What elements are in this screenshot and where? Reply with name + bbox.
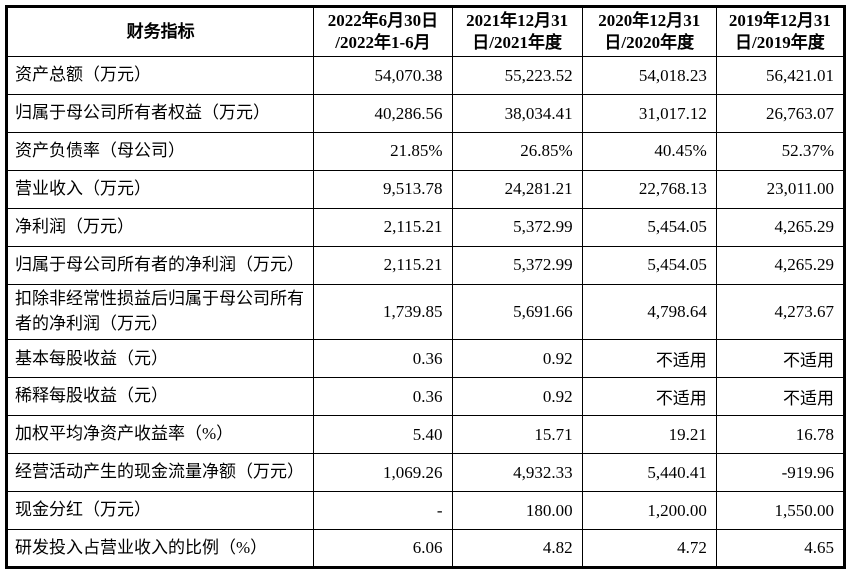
value-cell: 5,372.99 xyxy=(451,207,583,247)
table-row: 归属于母公司所有者的净利润（万元） 2,115.21 5,372.99 5,454.0… xyxy=(5,245,846,285)
value-cell: 19.21 xyxy=(581,415,717,455)
header-period-line: 2022年6月30日 xyxy=(327,11,439,30)
indicator-cell: 基本每股收益（元） xyxy=(5,339,315,379)
value-cell: 26.85% xyxy=(451,132,583,171)
value-cell: 4,798.64 xyxy=(581,283,717,341)
value-cell: 5,372.99 xyxy=(451,245,583,285)
value-cell: 6.06 xyxy=(313,528,453,569)
value-cell: 1,550.00 xyxy=(715,491,846,530)
value-cell: 0.92 xyxy=(451,339,583,379)
indicator-cell: 加权平均净资产收益率（%） xyxy=(5,415,315,455)
header-period-line: 2019年12月31 xyxy=(728,11,831,30)
value-cell: 4,932.33 xyxy=(451,453,583,493)
indicator-cell: 研发投入占营业收入的比例（%） xyxy=(5,528,315,569)
indicator-cell: 归属于母公司所有者的净利润（万元） xyxy=(5,245,315,285)
value-cell: 55,223.52 xyxy=(451,56,583,96)
table-row: 经营活动产生的现金流量净额（万元） 1,069.26 4,932.33 5,440.4… xyxy=(5,453,846,493)
indicator-cell: 经营活动产生的现金流量净额（万元） xyxy=(5,453,315,493)
indicator-cell: 归属于母公司所有者权益（万元） xyxy=(5,94,315,134)
header-row: 财务指标 2022年6月30日/2022年1-6月 2021年12月31 日/20… xyxy=(5,5,846,58)
value-cell: 16.78 xyxy=(715,415,846,455)
value-cell: 26,763.07 xyxy=(715,94,846,134)
value-cell: 不适用 xyxy=(581,377,717,417)
value-cell: 23,011.00 xyxy=(715,169,846,209)
header-period-line: 日/2020年度 xyxy=(604,33,695,53)
value-cell: 0.36 xyxy=(313,377,453,417)
header-period-line: /2022年1-6月 xyxy=(335,33,431,53)
value-cell: 56,421.01 xyxy=(715,56,846,96)
indicator-cell: 稀释每股收益（元） xyxy=(5,377,315,417)
header-period-line: 日/2021年度 xyxy=(472,33,562,53)
value-cell: 5,691.66 xyxy=(451,283,583,341)
value-cell: 5,454.05 xyxy=(581,245,717,285)
value-cell: 4,265.29 xyxy=(715,245,846,285)
header-period-line: 日/2019年度 xyxy=(735,33,825,53)
header-period-2019: 2019年12月31 日/2019年度 xyxy=(715,5,846,58)
table-row: 现金分红（万元） -180.00 1,200.00 1,550.00 xyxy=(5,491,846,530)
table-row: 稀释每股收益（元） 0.36 0.92 不适用 不适用 xyxy=(5,377,846,417)
value-cell: 5,454.05 xyxy=(581,207,717,247)
value-cell: 不适用 xyxy=(581,339,717,379)
value-cell: 不适用 xyxy=(715,339,846,379)
table-row: 资产负债率（母公司） 21.85% 26.85% 40.45% 52.37% xyxy=(5,132,846,171)
value-cell: 40,286.56 xyxy=(313,94,453,134)
value-cell: 22,768.13 xyxy=(581,169,717,209)
table-row: 营业收入（万元） 9,513.78 24,281.21 22,768.13 23,011… xyxy=(5,169,846,209)
value-cell: 38,034.41 xyxy=(451,94,583,134)
indicator-cell: 营业收入（万元） xyxy=(5,169,315,209)
indicator-cell: 净利润（万元） xyxy=(5,207,315,247)
value-cell: - xyxy=(313,491,453,530)
header-indicator: 财务指标 xyxy=(5,5,315,58)
table-row: 归属于母公司所有者权益（万元） 40,286.56 38,034.41 31,017.… xyxy=(5,94,846,134)
table-row: 研发投入占营业收入的比例（%） 6.06 4.82 4.72 4.65 xyxy=(5,528,846,569)
value-cell: 4,273.67 xyxy=(715,283,846,341)
value-cell: 15.71 xyxy=(451,415,583,455)
value-cell: 2,115.21 xyxy=(313,207,453,247)
header-period-2020: 2020年12月31 日/2020年度 xyxy=(581,5,717,58)
indicator-cell: 资产负债率（母公司） xyxy=(5,132,315,171)
value-cell: 0.36 xyxy=(313,339,453,379)
value-cell: -919.96 xyxy=(715,453,846,493)
value-cell: 54,018.23 xyxy=(581,56,717,96)
value-cell: 54,070.38 xyxy=(313,56,453,96)
value-cell: 5,440.41 xyxy=(581,453,717,493)
indicator-cell: 现金分红（万元） xyxy=(5,491,315,530)
value-cell: 9,513.78 xyxy=(313,169,453,209)
value-cell: 1,069.26 xyxy=(313,453,453,493)
table-row: 基本每股收益（元） 0.36 0.92 不适用 不适用 xyxy=(5,339,846,379)
value-cell: 1,200.00 xyxy=(581,491,717,530)
value-cell: 4.72 xyxy=(581,528,717,569)
table-row: 资产总额（万元） 54,070.38 55,223.52 54,018.23 56,42… xyxy=(5,56,846,96)
header-period-line: 2020年12月31 xyxy=(598,11,701,30)
value-cell: 4.82 xyxy=(451,528,583,569)
indicator-cell: 资产总额（万元） xyxy=(5,56,315,96)
value-cell: 21.85% xyxy=(313,132,453,171)
value-cell: 40.45% xyxy=(581,132,717,171)
value-cell: 2,115.21 xyxy=(313,245,453,285)
header-period-line: 2021年12月31 xyxy=(466,11,569,30)
indicator-cell: 扣除非经常性损益后归属于母公司所有者的净利润（万元） xyxy=(5,283,315,341)
value-cell: 180.00 xyxy=(451,491,583,530)
value-cell: 不适用 xyxy=(715,377,846,417)
value-cell: 24,281.21 xyxy=(451,169,583,209)
value-cell: 4,265.29 xyxy=(715,207,846,247)
table-row: 净利润（万元） 2,115.21 5,372.99 5,454.05 4,265.29 xyxy=(5,207,846,247)
value-cell: 4.65 xyxy=(715,528,846,569)
value-cell: 1,739.85 xyxy=(313,283,453,341)
value-cell: 52.37% xyxy=(715,132,846,171)
table-row: 扣除非经常性损益后归属于母公司所有者的净利润（万元） 1,739.85 5,691.… xyxy=(5,283,846,341)
financial-indicators-table: 财务指标 2022年6月30日/2022年1-6月 2021年12月31 日/20… xyxy=(5,5,846,569)
header-period-2022: 2022年6月30日/2022年1-6月 xyxy=(313,5,453,58)
value-cell: 5.40 xyxy=(313,415,453,455)
value-cell: 0.92 xyxy=(451,377,583,417)
table-row: 加权平均净资产收益率（%） 5.40 15.71 19.21 16.78 xyxy=(5,415,846,455)
value-cell: 31,017.12 xyxy=(581,94,717,134)
header-period-2021: 2021年12月31 日/2021年度 xyxy=(451,5,583,58)
